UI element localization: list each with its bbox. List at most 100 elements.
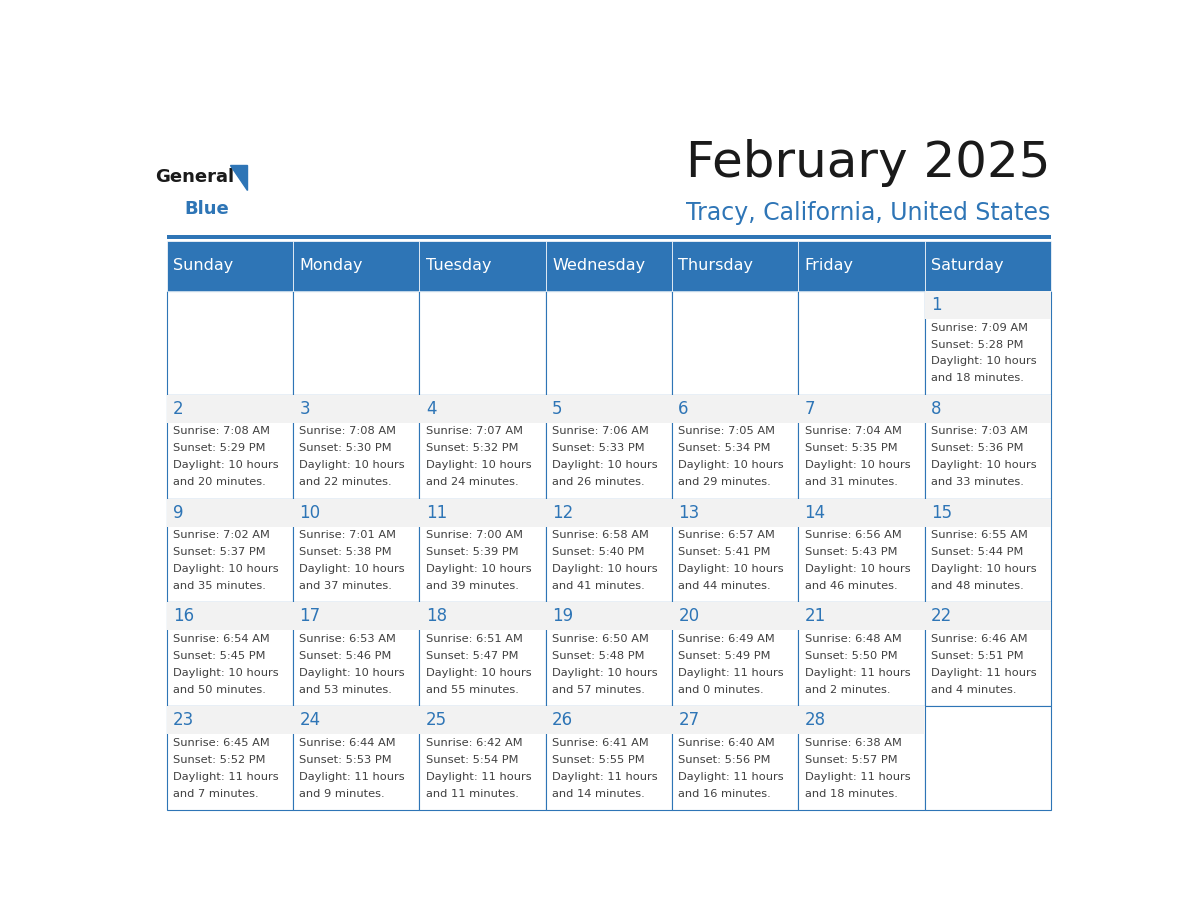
FancyBboxPatch shape: [293, 241, 419, 291]
FancyBboxPatch shape: [293, 395, 419, 423]
Text: and 2 minutes.: and 2 minutes.: [804, 685, 890, 695]
Text: Daylight: 10 hours: Daylight: 10 hours: [552, 668, 658, 677]
Text: 16: 16: [173, 608, 195, 625]
FancyBboxPatch shape: [545, 241, 672, 291]
FancyBboxPatch shape: [166, 395, 293, 423]
Text: 23: 23: [173, 711, 195, 729]
Text: Sunset: 5:32 PM: Sunset: 5:32 PM: [425, 443, 518, 453]
Text: 11: 11: [425, 504, 447, 521]
FancyBboxPatch shape: [419, 291, 545, 395]
FancyBboxPatch shape: [798, 291, 924, 395]
FancyBboxPatch shape: [672, 706, 798, 810]
Text: Sunset: 5:54 PM: Sunset: 5:54 PM: [425, 755, 518, 765]
Text: 7: 7: [804, 400, 815, 418]
FancyBboxPatch shape: [924, 395, 1051, 423]
FancyBboxPatch shape: [419, 706, 545, 734]
Text: Sunset: 5:53 PM: Sunset: 5:53 PM: [299, 755, 392, 765]
FancyBboxPatch shape: [924, 602, 1051, 631]
Text: Sunrise: 6:49 AM: Sunrise: 6:49 AM: [678, 634, 775, 644]
FancyBboxPatch shape: [419, 602, 545, 631]
Text: 20: 20: [678, 608, 700, 625]
Text: Daylight: 10 hours: Daylight: 10 hours: [173, 460, 279, 470]
Text: Daylight: 10 hours: Daylight: 10 hours: [678, 564, 784, 574]
Text: Sunset: 5:30 PM: Sunset: 5:30 PM: [299, 443, 392, 453]
Text: Sunrise: 6:57 AM: Sunrise: 6:57 AM: [678, 531, 776, 540]
FancyBboxPatch shape: [924, 291, 1051, 319]
Text: Sunset: 5:33 PM: Sunset: 5:33 PM: [552, 443, 645, 453]
Text: Sunset: 5:44 PM: Sunset: 5:44 PM: [931, 547, 1023, 557]
FancyBboxPatch shape: [672, 395, 798, 423]
Text: Sunset: 5:46 PM: Sunset: 5:46 PM: [299, 651, 392, 661]
Text: Daylight: 10 hours: Daylight: 10 hours: [552, 564, 658, 574]
Text: Daylight: 10 hours: Daylight: 10 hours: [173, 564, 279, 574]
Text: Sunrise: 6:42 AM: Sunrise: 6:42 AM: [425, 738, 523, 748]
Text: Daylight: 11 hours: Daylight: 11 hours: [425, 772, 531, 781]
FancyBboxPatch shape: [924, 498, 1051, 527]
Text: and 33 minutes.: and 33 minutes.: [931, 477, 1024, 487]
FancyBboxPatch shape: [166, 235, 1051, 239]
FancyBboxPatch shape: [798, 706, 924, 810]
Text: 9: 9: [173, 504, 184, 521]
Text: Sunrise: 6:45 AM: Sunrise: 6:45 AM: [173, 738, 270, 748]
Text: 1: 1: [931, 296, 941, 314]
FancyBboxPatch shape: [924, 602, 1051, 706]
Text: Sunset: 5:35 PM: Sunset: 5:35 PM: [804, 443, 897, 453]
Text: Daylight: 10 hours: Daylight: 10 hours: [173, 668, 279, 677]
Text: Sunset: 5:56 PM: Sunset: 5:56 PM: [678, 755, 771, 765]
Text: Sunset: 5:57 PM: Sunset: 5:57 PM: [804, 755, 897, 765]
Text: and 20 minutes.: and 20 minutes.: [173, 477, 266, 487]
Text: Sunrise: 6:46 AM: Sunrise: 6:46 AM: [931, 634, 1028, 644]
FancyBboxPatch shape: [924, 395, 1051, 498]
Text: Daylight: 11 hours: Daylight: 11 hours: [678, 668, 784, 677]
Text: February 2025: February 2025: [687, 140, 1051, 187]
Text: and 44 minutes.: and 44 minutes.: [678, 581, 771, 591]
FancyBboxPatch shape: [798, 706, 924, 734]
Text: Sunset: 5:36 PM: Sunset: 5:36 PM: [931, 443, 1023, 453]
FancyBboxPatch shape: [293, 706, 419, 734]
FancyBboxPatch shape: [166, 706, 293, 734]
Text: Sunset: 5:29 PM: Sunset: 5:29 PM: [173, 443, 266, 453]
Text: General: General: [154, 168, 234, 186]
Text: Sunset: 5:55 PM: Sunset: 5:55 PM: [552, 755, 645, 765]
Text: Sunrise: 7:01 AM: Sunrise: 7:01 AM: [299, 531, 397, 540]
Text: 4: 4: [425, 400, 436, 418]
Text: and 55 minutes.: and 55 minutes.: [425, 685, 519, 695]
Text: and 18 minutes.: and 18 minutes.: [804, 789, 897, 799]
Text: Monday: Monday: [299, 259, 364, 274]
Text: and 29 minutes.: and 29 minutes.: [678, 477, 771, 487]
FancyBboxPatch shape: [798, 241, 924, 291]
FancyBboxPatch shape: [672, 498, 798, 602]
Text: Daylight: 10 hours: Daylight: 10 hours: [425, 460, 531, 470]
Text: Sunrise: 6:50 AM: Sunrise: 6:50 AM: [552, 634, 649, 644]
FancyBboxPatch shape: [293, 498, 419, 527]
FancyBboxPatch shape: [672, 395, 798, 498]
Text: Sunday: Sunday: [173, 259, 234, 274]
Text: and 37 minutes.: and 37 minutes.: [299, 581, 392, 591]
FancyBboxPatch shape: [545, 706, 672, 734]
Text: 15: 15: [931, 504, 952, 521]
Text: Sunrise: 6:51 AM: Sunrise: 6:51 AM: [425, 634, 523, 644]
Text: Sunset: 5:50 PM: Sunset: 5:50 PM: [804, 651, 897, 661]
Text: 27: 27: [678, 711, 700, 729]
FancyBboxPatch shape: [798, 498, 924, 527]
Text: Daylight: 10 hours: Daylight: 10 hours: [425, 668, 531, 677]
FancyBboxPatch shape: [545, 395, 672, 498]
FancyBboxPatch shape: [419, 498, 545, 527]
Text: Sunset: 5:47 PM: Sunset: 5:47 PM: [425, 651, 518, 661]
FancyBboxPatch shape: [672, 602, 798, 631]
FancyBboxPatch shape: [419, 395, 545, 498]
Text: and 50 minutes.: and 50 minutes.: [173, 685, 266, 695]
FancyBboxPatch shape: [419, 241, 545, 291]
Text: 13: 13: [678, 504, 700, 521]
FancyBboxPatch shape: [166, 602, 293, 706]
Text: 25: 25: [425, 711, 447, 729]
Text: Sunset: 5:49 PM: Sunset: 5:49 PM: [678, 651, 771, 661]
Text: 8: 8: [931, 400, 941, 418]
Text: 21: 21: [804, 608, 826, 625]
Text: Sunset: 5:34 PM: Sunset: 5:34 PM: [678, 443, 771, 453]
Text: Daylight: 11 hours: Daylight: 11 hours: [678, 772, 784, 781]
Text: Sunrise: 7:00 AM: Sunrise: 7:00 AM: [425, 531, 523, 540]
FancyBboxPatch shape: [545, 706, 672, 810]
Text: Sunrise: 7:04 AM: Sunrise: 7:04 AM: [804, 427, 902, 436]
Text: and 7 minutes.: and 7 minutes.: [173, 789, 259, 799]
